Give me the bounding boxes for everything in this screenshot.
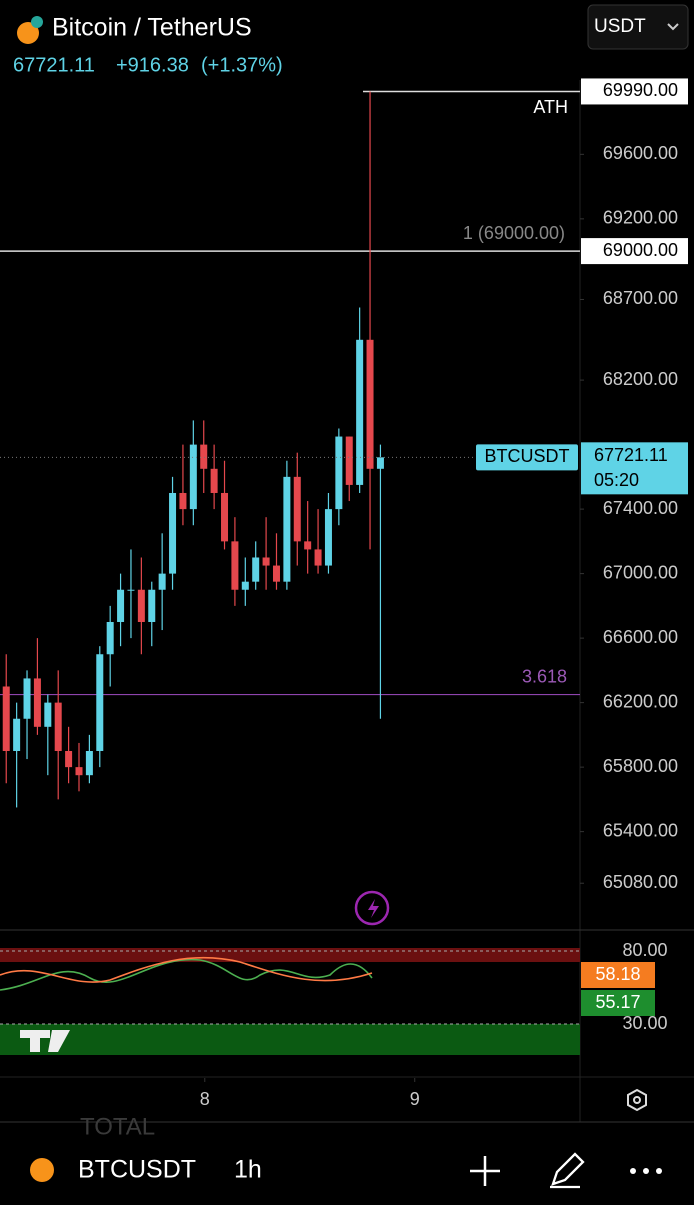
candle-body — [356, 339, 364, 485]
change: +916.38 — [116, 54, 189, 76]
candle-body — [210, 468, 218, 493]
rsi-reading-box — [581, 962, 655, 988]
y-tick-label: 69600.00 — [603, 143, 678, 163]
symbol-box — [476, 444, 578, 471]
candle-body — [304, 541, 312, 550]
y-tick-label: 65400.00 — [603, 820, 678, 840]
y-tick-label: 67000.00 — [603, 562, 678, 582]
rsi-line — [0, 958, 373, 991]
lightning-button[interactable] — [354, 890, 390, 926]
candle-body — [324, 509, 332, 566]
target-note: 1 (69000.00) — [463, 223, 565, 243]
candle-body — [189, 444, 197, 510]
y-tick-label: 65800.00 — [603, 756, 678, 776]
candle-body — [137, 589, 145, 622]
candle-body — [2, 686, 10, 752]
y-tick-label: 66600.00 — [603, 627, 678, 647]
last-price-label: 67721.11 — [594, 445, 668, 465]
candle-body — [335, 436, 343, 510]
toolbar-symbol[interactable]: BTCUSDT — [78, 1156, 196, 1184]
faded-indicator: TOTAL — [80, 1113, 155, 1140]
target-price-label: 69000.00 — [603, 240, 678, 260]
tradingview-logo — [20, 1030, 70, 1052]
rsi-overbought-band — [0, 948, 580, 962]
change-pct: (+1.37%) — [201, 54, 283, 76]
candle-body — [283, 476, 291, 582]
candle-body — [241, 581, 249, 590]
ath-note: ATH — [533, 97, 568, 117]
target-price-box — [581, 238, 688, 265]
candle-body — [85, 751, 93, 776]
candle-body — [252, 557, 260, 582]
candle-body — [127, 589, 135, 591]
settings-icon-center — [633, 1096, 641, 1104]
candle-body — [221, 492, 229, 542]
rsi-signal-line — [0, 956, 373, 983]
candle-body — [262, 557, 270, 566]
draw-button[interactable] — [550, 1152, 585, 1189]
candle-body — [169, 492, 177, 574]
y-tick-label: 66200.00 — [603, 691, 678, 711]
rsi-level-label: 80.00 — [622, 940, 667, 960]
toolbar-interval[interactable]: 1h — [234, 1156, 262, 1184]
ath-price-box — [581, 78, 688, 105]
rsi-reading-label: 58.18 — [595, 964, 640, 984]
last-price: 67721.11 — [13, 54, 95, 76]
candle-body — [65, 751, 73, 768]
tether-icon — [31, 16, 43, 28]
rsi-level-label: 30.00 — [622, 1013, 667, 1033]
symbol-label: BTCUSDT — [485, 446, 570, 466]
rsi-reading-label: 55.17 — [595, 992, 640, 1012]
candle-body — [106, 621, 114, 655]
candle-body — [96, 654, 104, 752]
lightning-icon — [368, 899, 379, 918]
candle-body — [23, 678, 31, 719]
candle-body — [33, 678, 41, 727]
rsi-reading-box — [581, 990, 655, 1016]
x-tick-label: 8 — [200, 1089, 210, 1109]
last-price-box — [581, 442, 688, 495]
btc-icon — [30, 1158, 54, 1182]
candle-body — [75, 767, 83, 776]
candle-body — [272, 565, 280, 582]
settings-icon[interactable] — [627, 1088, 647, 1112]
y-tick-label: 67400.00 — [603, 498, 678, 518]
candle-body — [231, 541, 239, 590]
candle-body — [54, 702, 62, 752]
dropdown-arrow — [667, 23, 679, 31]
y-tick-label: 65080.00 — [603, 872, 678, 892]
candle-body — [44, 702, 52, 727]
rsi-oversold-band — [0, 1024, 580, 1055]
candle-body — [376, 457, 384, 469]
candle-body — [314, 549, 322, 566]
currency-select[interactable] — [587, 4, 689, 50]
currency-label[interactable]: USDT — [594, 16, 646, 37]
fib-note: 3.618 — [522, 666, 567, 686]
candle-body — [200, 444, 208, 469]
add-button[interactable] — [470, 1156, 500, 1186]
symbol-title: Bitcoin / TetherUS — [52, 14, 252, 42]
candle-body — [158, 573, 166, 590]
candle-body — [345, 436, 353, 485]
candle-body — [148, 589, 156, 622]
ath-price-label: 69990.00 — [603, 80, 678, 100]
y-tick-label: 68200.00 — [603, 369, 678, 389]
y-tick-label: 68700.00 — [603, 288, 678, 308]
candle-body — [293, 476, 301, 542]
y-tick-label: 69200.00 — [603, 208, 678, 228]
candle-body — [13, 718, 21, 752]
x-tick-label: 9 — [410, 1089, 420, 1109]
btc-icon — [17, 22, 39, 44]
candle-body — [179, 492, 187, 510]
candle-body — [117, 589, 125, 622]
more-button[interactable] — [630, 1168, 662, 1174]
countdown-label: 05:20 — [594, 470, 639, 490]
candle-body — [366, 339, 374, 469]
